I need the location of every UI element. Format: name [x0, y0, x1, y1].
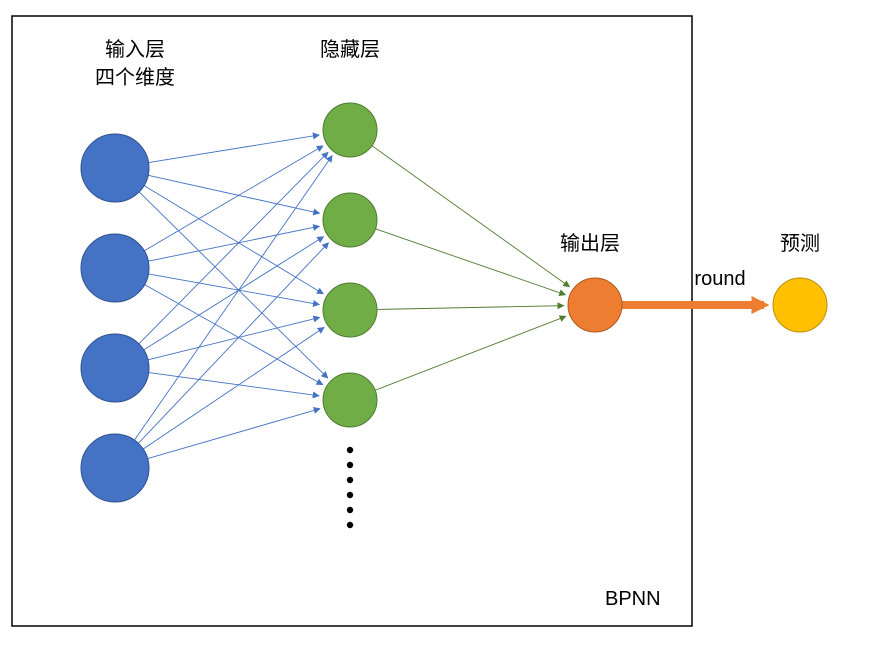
ellipsis-dot	[347, 447, 353, 453]
predict-node	[773, 278, 827, 332]
predict-title: 预测	[780, 232, 820, 255]
ellipsis-dot	[347, 462, 353, 468]
input-node-3	[81, 434, 149, 502]
ellipsis-dot	[347, 492, 353, 498]
input-layer-title-1: 输入层	[105, 38, 165, 61]
ellipsis-dot	[347, 507, 353, 513]
bpnn-diagram: 输入层四个维度 隐藏层输出层 预测 round BPNN	[0, 0, 885, 646]
ellipsis-dot	[347, 477, 353, 483]
output-layer-title: 输出层	[560, 232, 620, 255]
input-node-0	[81, 134, 149, 202]
box-label: BPNN	[605, 588, 661, 610]
ellipsis-dot	[347, 522, 353, 528]
hidden-node-0	[323, 103, 377, 157]
input-node-2	[81, 334, 149, 402]
hidden-node-3	[323, 373, 377, 427]
round-label: round	[694, 268, 745, 290]
input-node-1	[81, 234, 149, 302]
output-node	[568, 278, 622, 332]
hidden-node-1	[323, 193, 377, 247]
input-layer-title-2: 四个维度	[95, 66, 175, 89]
hidden-node-2	[323, 283, 377, 337]
hidden-layer-title: 隐藏层	[320, 38, 380, 61]
